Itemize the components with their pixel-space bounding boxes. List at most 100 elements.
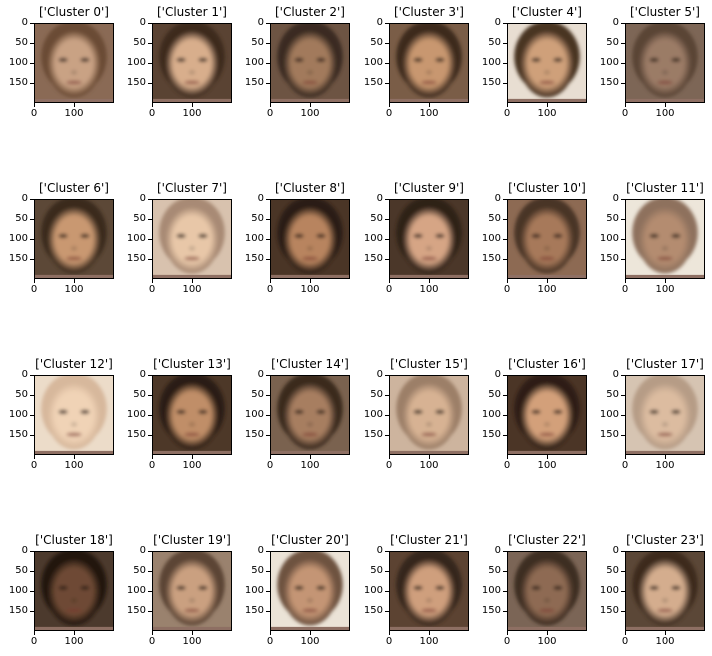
x-tick-label: 100 bbox=[182, 636, 202, 647]
y-tick-mark bbox=[148, 23, 152, 24]
panel-title: ['Cluster 11'] bbox=[626, 181, 704, 195]
y-tick-mark bbox=[503, 591, 507, 592]
panel-title: ['Cluster 18'] bbox=[35, 533, 113, 547]
x-tick-mark bbox=[625, 103, 626, 107]
x-tick-label: 0 bbox=[148, 108, 156, 119]
x-tick-mark bbox=[310, 279, 311, 283]
y-tick-mark bbox=[148, 43, 152, 44]
y-tick-label: 150 bbox=[363, 429, 383, 440]
y-tick-mark bbox=[503, 43, 507, 44]
x-tick-mark bbox=[389, 631, 390, 635]
panel-title: ['Cluster 10'] bbox=[508, 181, 586, 195]
y-tick-label: 100 bbox=[8, 409, 28, 420]
y-tick-label: 150 bbox=[8, 253, 28, 264]
x-tick-mark bbox=[310, 631, 311, 635]
y-tick-mark bbox=[503, 551, 507, 552]
y-tick-mark bbox=[385, 435, 389, 436]
x-tick-mark bbox=[429, 631, 430, 635]
y-tick-label: 100 bbox=[244, 585, 264, 596]
x-tick-mark bbox=[625, 455, 626, 459]
y-tick-label: 50 bbox=[251, 565, 264, 576]
average-face-image bbox=[626, 24, 704, 102]
x-tick-mark bbox=[507, 103, 508, 107]
y-tick-label: 0 bbox=[21, 193, 28, 204]
y-tick-mark bbox=[621, 23, 625, 24]
panel-title: ['Cluster 4'] bbox=[511, 5, 582, 19]
x-tick-mark bbox=[192, 279, 193, 283]
panel-title: ['Cluster 17'] bbox=[626, 357, 704, 371]
y-tick-label: 150 bbox=[481, 77, 501, 88]
y-tick-label: 0 bbox=[139, 369, 146, 380]
y-tick-label: 100 bbox=[599, 585, 619, 596]
face-image-frame bbox=[389, 23, 469, 103]
average-face-image bbox=[271, 200, 349, 278]
y-tick-label: 100 bbox=[8, 57, 28, 68]
average-face-image bbox=[153, 376, 231, 454]
x-tick-mark bbox=[625, 631, 626, 635]
y-tick-label: 150 bbox=[244, 429, 264, 440]
y-tick-label: 50 bbox=[488, 37, 501, 48]
x-tick-label: 100 bbox=[537, 108, 557, 119]
x-tick-label: 100 bbox=[64, 284, 84, 295]
y-tick-label: 150 bbox=[8, 429, 28, 440]
y-tick-mark bbox=[30, 571, 34, 572]
y-tick-mark bbox=[266, 219, 270, 220]
y-tick-mark bbox=[621, 591, 625, 592]
y-tick-mark bbox=[148, 551, 152, 552]
panel-title: ['Cluster 15'] bbox=[390, 357, 468, 371]
face-image-frame bbox=[389, 199, 469, 279]
x-tick-mark bbox=[310, 455, 311, 459]
x-tick-mark bbox=[547, 631, 548, 635]
face-image-frame bbox=[152, 23, 232, 103]
y-tick-mark bbox=[503, 63, 507, 64]
x-tick-mark bbox=[74, 631, 75, 635]
average-face-image bbox=[153, 24, 231, 102]
y-tick-mark bbox=[148, 239, 152, 240]
x-tick-label: 0 bbox=[621, 284, 629, 295]
y-tick-label: 50 bbox=[251, 213, 264, 224]
y-tick-label: 100 bbox=[126, 585, 146, 596]
y-tick-label: 0 bbox=[612, 369, 619, 380]
y-tick-label: 0 bbox=[21, 17, 28, 28]
panel-title: ['Cluster 1'] bbox=[156, 5, 227, 19]
y-tick-label: 50 bbox=[251, 37, 264, 48]
x-tick-mark bbox=[547, 103, 548, 107]
face-image-frame bbox=[152, 551, 232, 631]
y-tick-mark bbox=[266, 239, 270, 240]
x-tick-label: 100 bbox=[537, 284, 557, 295]
average-face-image bbox=[390, 200, 468, 278]
y-tick-mark bbox=[385, 259, 389, 260]
panel-title: ['Cluster 22'] bbox=[508, 533, 586, 547]
y-tick-label: 0 bbox=[494, 17, 501, 28]
y-tick-label: 100 bbox=[599, 409, 619, 420]
x-tick-mark bbox=[74, 279, 75, 283]
panel-title: ['Cluster 21'] bbox=[390, 533, 468, 547]
x-tick-mark bbox=[507, 279, 508, 283]
y-tick-mark bbox=[148, 375, 152, 376]
y-tick-mark bbox=[503, 259, 507, 260]
x-tick-label: 0 bbox=[385, 636, 393, 647]
y-tick-label: 100 bbox=[363, 585, 383, 596]
y-tick-mark bbox=[30, 219, 34, 220]
y-tick-label: 50 bbox=[133, 565, 146, 576]
y-tick-label: 100 bbox=[363, 57, 383, 68]
x-tick-label: 100 bbox=[300, 108, 320, 119]
average-face-image bbox=[626, 376, 704, 454]
y-tick-label: 150 bbox=[244, 77, 264, 88]
y-tick-label: 0 bbox=[376, 545, 383, 556]
x-tick-mark bbox=[152, 631, 153, 635]
average-face-image bbox=[271, 552, 349, 630]
x-tick-label: 0 bbox=[385, 284, 393, 295]
y-tick-label: 50 bbox=[488, 213, 501, 224]
y-tick-mark bbox=[148, 219, 152, 220]
y-tick-mark bbox=[503, 23, 507, 24]
y-tick-label: 150 bbox=[599, 605, 619, 616]
y-tick-mark bbox=[621, 239, 625, 240]
x-tick-label: 0 bbox=[148, 460, 156, 471]
y-tick-label: 100 bbox=[126, 233, 146, 244]
x-tick-label: 100 bbox=[64, 108, 84, 119]
y-tick-mark bbox=[385, 63, 389, 64]
panel-title: ['Cluster 20'] bbox=[271, 533, 349, 547]
x-tick-mark bbox=[270, 279, 271, 283]
y-tick-mark bbox=[148, 435, 152, 436]
